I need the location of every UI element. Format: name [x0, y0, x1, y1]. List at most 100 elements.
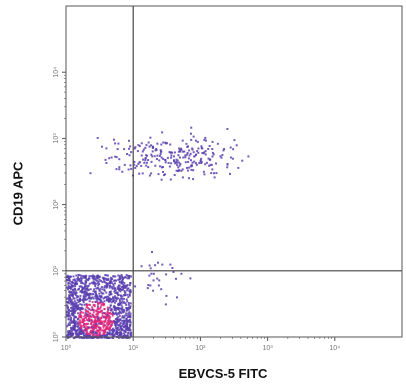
data-point [120, 335, 123, 337]
data-point [175, 158, 178, 161]
data-point [103, 288, 106, 291]
data-point [97, 329, 100, 332]
data-point [118, 284, 121, 287]
data-point [211, 151, 214, 154]
data-point [72, 303, 75, 306]
data-point [108, 336, 111, 339]
data-point [117, 278, 120, 281]
data-point [123, 320, 126, 323]
data-point [126, 326, 129, 329]
data-point [72, 325, 75, 328]
data-point [231, 157, 234, 160]
data-point [114, 307, 117, 310]
data-point [107, 308, 109, 311]
data-point [125, 298, 128, 301]
data-point [173, 159, 175, 162]
data-point [160, 150, 163, 153]
data-point [196, 140, 199, 143]
data-point [133, 160, 136, 163]
data-point [116, 333, 119, 336]
data-point [89, 288, 92, 291]
data-point [122, 319, 125, 322]
data-point [109, 276, 112, 279]
data-point [193, 160, 196, 163]
data-point [121, 288, 124, 291]
data-point [77, 288, 80, 291]
data-point [120, 286, 123, 288]
data-point [120, 333, 123, 336]
data-point [114, 292, 117, 294]
data-point [121, 310, 124, 312]
data-point [146, 287, 149, 290]
data-point [83, 285, 86, 288]
data-point [122, 287, 125, 290]
data-point [128, 321, 131, 324]
data-point [82, 331, 85, 334]
data-point [82, 321, 85, 324]
data-point [66, 276, 69, 278]
data-point [179, 163, 182, 165]
data-point [99, 327, 102, 330]
data-point [98, 308, 101, 311]
data-point [78, 274, 81, 277]
data-point [148, 264, 151, 267]
data-point [94, 325, 97, 328]
data-point [173, 160, 175, 163]
data-point [69, 310, 72, 312]
data-point [82, 301, 85, 304]
plot-border [65, 5, 403, 338]
data-point [216, 142, 219, 145]
data-point [118, 300, 121, 303]
data-point [98, 292, 101, 295]
data-point [107, 324, 110, 327]
data-point [100, 334, 103, 337]
data-point [122, 332, 125, 335]
data-point [116, 307, 119, 309]
data-point [85, 327, 88, 330]
data-point [114, 279, 117, 282]
data-point [187, 145, 189, 148]
data-point [77, 279, 80, 281]
data-point [171, 267, 174, 269]
data-point [144, 157, 147, 160]
data-point [103, 280, 106, 283]
data-point [85, 306, 88, 309]
data-point [128, 293, 131, 296]
data-point [77, 328, 80, 331]
data-point [126, 320, 129, 323]
data-point [91, 332, 94, 335]
data-point [81, 318, 84, 321]
data-point [79, 285, 82, 288]
data-point [107, 279, 110, 281]
data-point [176, 159, 179, 162]
data-point [80, 307, 83, 309]
data-point [117, 326, 120, 329]
data-point [86, 313, 89, 316]
data-point [96, 300, 99, 303]
data-point [116, 328, 119, 331]
data-point [110, 329, 113, 331]
data-point [106, 306, 109, 309]
data-point [119, 327, 122, 330]
data-point [96, 295, 98, 298]
data-point [226, 163, 229, 166]
data-point [107, 297, 110, 300]
data-point [124, 294, 126, 297]
data-point [109, 316, 112, 319]
data-point [112, 300, 115, 303]
data-point [189, 277, 192, 280]
data-point [100, 300, 103, 303]
data-point [124, 324, 127, 327]
data-point [68, 287, 71, 289]
data-point [69, 300, 72, 303]
data-point [97, 317, 100, 320]
data-point [114, 332, 117, 335]
data-point [67, 315, 70, 318]
data-point [70, 317, 72, 319]
data-point [93, 321, 96, 324]
data-point [75, 291, 78, 294]
data-point [155, 158, 158, 160]
data-point [145, 164, 148, 167]
data-point [125, 303, 128, 306]
data-point [67, 330, 70, 333]
